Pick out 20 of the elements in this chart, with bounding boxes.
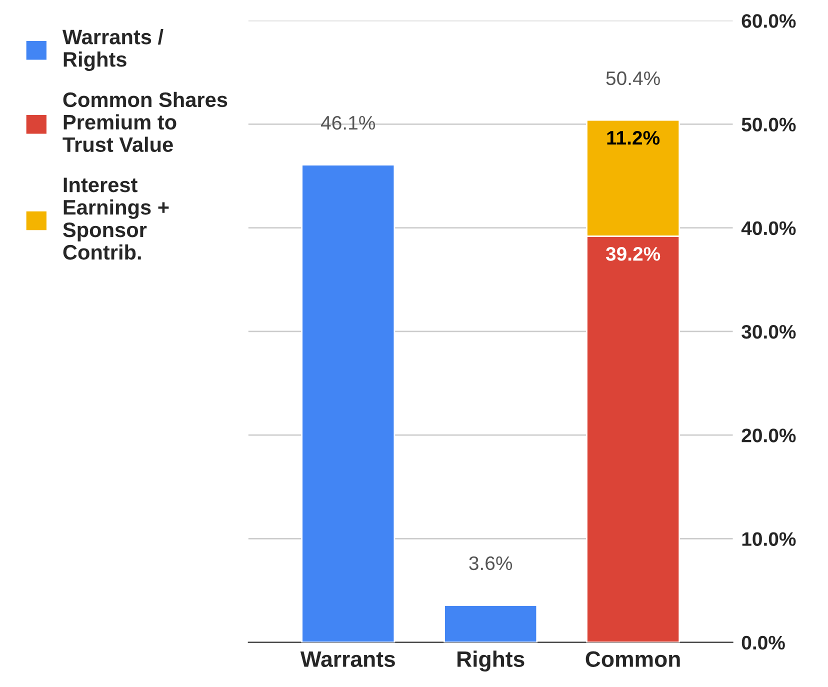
data-label: 11.2%	[607, 130, 660, 145]
legend-label: Interest Earnings + Sponsor Contrib.	[63, 178, 169, 260]
y-tick-label: 60.0%	[742, 14, 796, 28]
x-tick-label: Warrants	[300, 651, 395, 667]
total-label: 50.4%	[606, 71, 660, 86]
data-label: 3.6%	[469, 556, 512, 570]
bar	[301, 164, 396, 642]
x-tick-label: Rights	[458, 650, 524, 672]
data-label: 39.2%	[606, 247, 660, 261]
data-label: 46.1%	[321, 116, 375, 130]
bar	[444, 604, 538, 642]
legend-label: Common Shares Premium to Trust Value	[62, 92, 228, 152]
y-tick-label: 20.0%	[742, 428, 796, 442]
y-tick-label: 10.0%	[742, 532, 796, 546]
legend-label: Warrants / Rights	[62, 29, 164, 72]
y-tick-label: 30.0%	[742, 324, 796, 339]
x-tick-label: Common	[586, 651, 680, 667]
y-tick-label: 40.0%	[741, 221, 796, 236]
y-tick-label: 50.0%	[742, 118, 796, 132]
y-tick-label: 0.0%	[742, 636, 785, 650]
